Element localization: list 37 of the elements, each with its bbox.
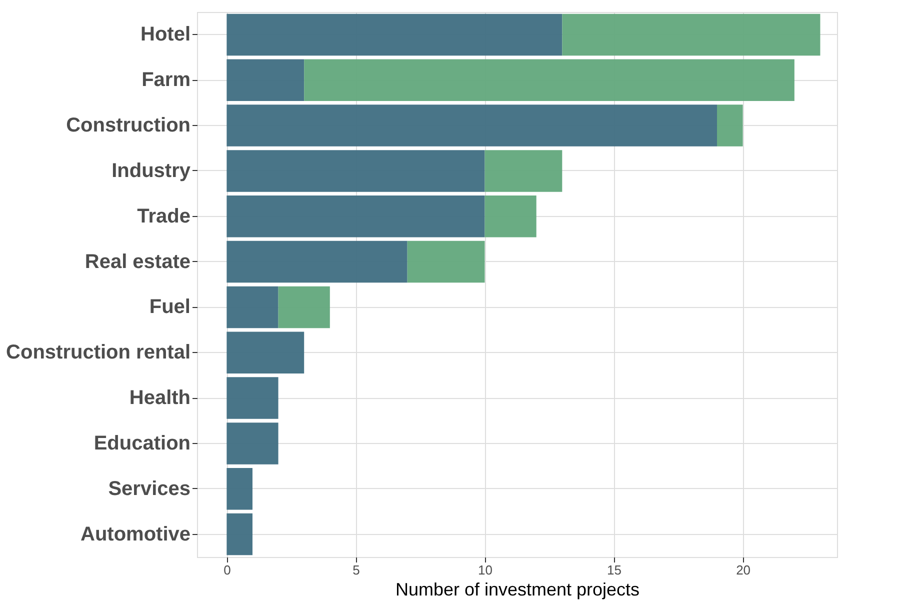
x-tick-label: 15 (607, 562, 622, 578)
bar (484, 195, 536, 238)
bar (226, 59, 304, 102)
bar (226, 195, 485, 238)
bar (562, 14, 820, 56)
bar (484, 150, 562, 192)
y-tick-label: Fuel (149, 296, 190, 318)
y-tick-label: Construction rental (6, 342, 190, 364)
y-tick-label: Automotive (80, 523, 190, 546)
bar (226, 468, 252, 510)
bar (407, 240, 485, 283)
bar (226, 240, 408, 283)
bar (226, 332, 304, 374)
bar (278, 286, 330, 328)
y-tick-label: Real estate (84, 250, 190, 273)
x-tick-label: 20 (736, 562, 751, 578)
y-tick-label: Hotel (140, 24, 190, 46)
x-tick-label: 10 (478, 562, 492, 578)
bar (304, 59, 794, 102)
y-tick-label: Education (94, 432, 190, 454)
x-tick-label: 5 (352, 562, 360, 578)
y-tick-label: Health (129, 387, 190, 410)
y-tick-label: Farm (142, 69, 190, 92)
y-tick-label: Services (108, 478, 190, 500)
bar (226, 422, 278, 464)
x-axis-title: Number of investment projects (395, 580, 640, 600)
bar (226, 286, 278, 328)
x-tick-label: 0 (224, 562, 231, 578)
bar (226, 377, 278, 419)
bar (717, 104, 743, 146)
bar (226, 150, 485, 192)
y-tick-label: Trade (137, 205, 190, 228)
bar (226, 14, 562, 56)
bar (226, 104, 717, 146)
bar (226, 513, 252, 556)
y-tick-label: Industry (112, 160, 192, 182)
y-tick-label: Construction (66, 114, 190, 137)
